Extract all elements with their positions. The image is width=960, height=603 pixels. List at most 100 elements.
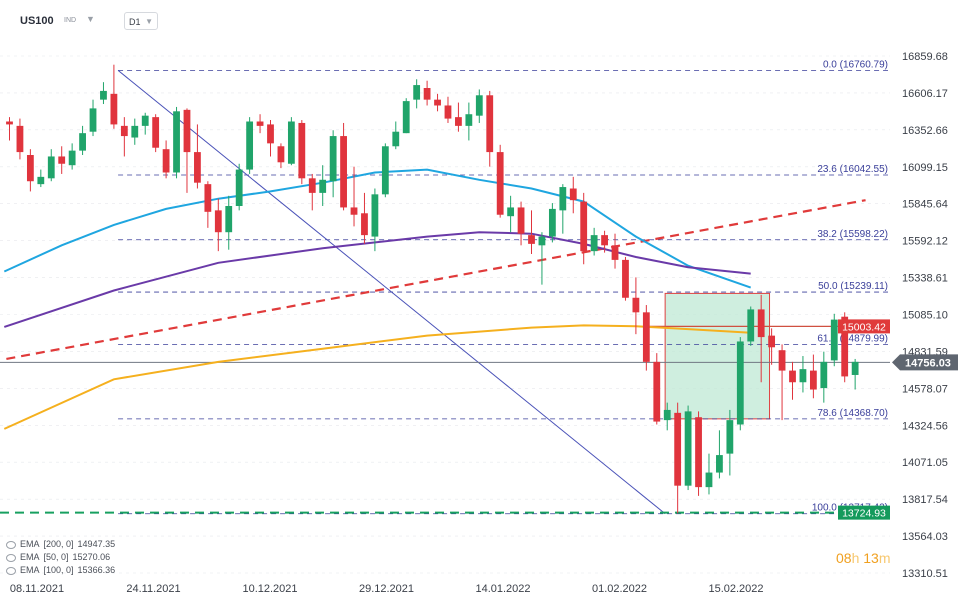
ema-line xyxy=(3,231,751,328)
timeframe-select[interactable]: D1 ▼ xyxy=(124,12,158,30)
candle-body xyxy=(183,109,191,153)
candle-body xyxy=(465,114,473,126)
candle-body xyxy=(580,201,588,252)
candle-body xyxy=(444,105,452,119)
fib-label: 50.0 (15239.11) xyxy=(818,281,888,292)
candle-body xyxy=(809,370,817,390)
current-price-label: 14756.03 xyxy=(905,357,951,369)
candle-body xyxy=(538,236,546,246)
legend-label: EMA xyxy=(20,539,40,549)
legend-value: 15366.36 xyxy=(77,565,116,575)
y-tick-label: 15338.61 xyxy=(902,273,948,285)
candle-body xyxy=(590,235,598,252)
eye-icon[interactable] xyxy=(6,566,16,575)
legend-label: EMA xyxy=(20,565,40,575)
candle-body xyxy=(434,99,441,106)
candle-body xyxy=(89,108,97,132)
candle-body xyxy=(173,111,180,173)
symbol-label: US100 xyxy=(20,15,54,27)
y-tick-label: 14578.07 xyxy=(902,383,948,395)
legend-label: EMA xyxy=(20,552,40,562)
timer-hours: 08 xyxy=(836,550,852,566)
candle-body xyxy=(423,88,431,100)
candle-body xyxy=(267,124,274,144)
candle-body xyxy=(120,125,128,137)
candle-body xyxy=(68,150,76,166)
y-tick-label: 16099.15 xyxy=(902,162,948,174)
candle-body xyxy=(642,312,650,362)
x-tick-label: 24.11.2021 xyxy=(126,583,180,595)
candle-body xyxy=(841,316,849,377)
legend-value: 15270.06 xyxy=(72,552,111,562)
candle-body xyxy=(455,117,462,126)
x-tick-label: 29.12.2021 xyxy=(359,583,414,595)
candle-body xyxy=(256,121,264,126)
candle-body xyxy=(517,207,525,234)
candle-body xyxy=(79,133,86,151)
y-tick-label: 13564.03 xyxy=(902,531,948,543)
trend-line xyxy=(6,199,866,361)
candle-body xyxy=(611,245,619,260)
candle-body xyxy=(747,309,755,342)
candle-body xyxy=(507,207,515,217)
candle-body xyxy=(684,411,692,486)
candle-body xyxy=(402,101,410,134)
y-tick-label: 16352.66 xyxy=(902,125,948,137)
candle-body xyxy=(308,178,316,193)
candle-body xyxy=(569,188,577,201)
y-tick-label: 13310.51 xyxy=(902,568,948,580)
x-tick-label: 01.02.2022 xyxy=(592,583,647,595)
candle-body xyxy=(246,121,254,170)
candle-body xyxy=(716,455,723,473)
candle-body xyxy=(674,412,682,486)
eye-icon[interactable] xyxy=(6,553,16,562)
candle-body xyxy=(830,319,838,361)
price-tag-label: 13724.93 xyxy=(842,508,886,520)
y-tick-label: 15845.64 xyxy=(902,199,948,211)
candle-body xyxy=(496,152,504,215)
candle-body xyxy=(152,117,160,148)
candle-body xyxy=(768,335,776,348)
candle-body xyxy=(475,95,483,116)
legend-ema-100[interactable]: EMA [100, 0] 15366.36 xyxy=(6,564,115,577)
candle-body xyxy=(287,121,295,164)
candle-body xyxy=(141,115,149,126)
ema-line xyxy=(3,324,751,430)
candle-body xyxy=(100,90,107,100)
legend-ema-50[interactable]: EMA [50, 0] 15270.06 xyxy=(6,551,115,564)
candle-body xyxy=(350,207,358,215)
candle-body xyxy=(392,131,400,147)
candle-body xyxy=(16,125,24,153)
candle-body xyxy=(329,136,337,182)
candle-body xyxy=(622,259,629,298)
legend-params: [100, 0] xyxy=(43,565,74,575)
candle-body xyxy=(194,152,201,183)
eye-icon[interactable] xyxy=(6,540,16,549)
candle-body xyxy=(162,149,170,173)
y-tick-label: 14071.05 xyxy=(902,457,948,469)
x-tick-label: 08.11.2021 xyxy=(10,583,64,595)
candle-body xyxy=(789,370,796,383)
chevron-down-icon: ▼ xyxy=(145,17,153,26)
category-label: IND xyxy=(64,17,77,24)
y-tick-label: 14324.56 xyxy=(902,420,948,432)
legend-ema-200[interactable]: EMA [200, 0] 14947.35 xyxy=(6,538,115,551)
x-tick-label: 10.12.2021 xyxy=(242,583,297,595)
chart-toolbar: US100 IND ▼ D1 ▼ xyxy=(0,0,890,34)
chevron-down-icon[interactable]: ▼ xyxy=(86,14,95,24)
timer-minutes: 13 xyxy=(863,550,879,566)
candle-body xyxy=(413,85,421,100)
candle-body xyxy=(632,297,640,313)
candle-body xyxy=(340,136,347,208)
y-tick-label: 15592.12 xyxy=(902,236,948,248)
candle-body xyxy=(319,179,327,193)
price-tag xyxy=(838,319,890,334)
candle-body xyxy=(47,156,55,179)
candle-body xyxy=(225,205,233,233)
indicator-legend: EMA [200, 0] 14947.35 EMA [50, 0] 15270.… xyxy=(6,538,115,577)
candle-body xyxy=(653,361,661,422)
candle-body xyxy=(851,361,859,375)
candle-body xyxy=(559,187,567,211)
trend-line xyxy=(117,70,666,515)
